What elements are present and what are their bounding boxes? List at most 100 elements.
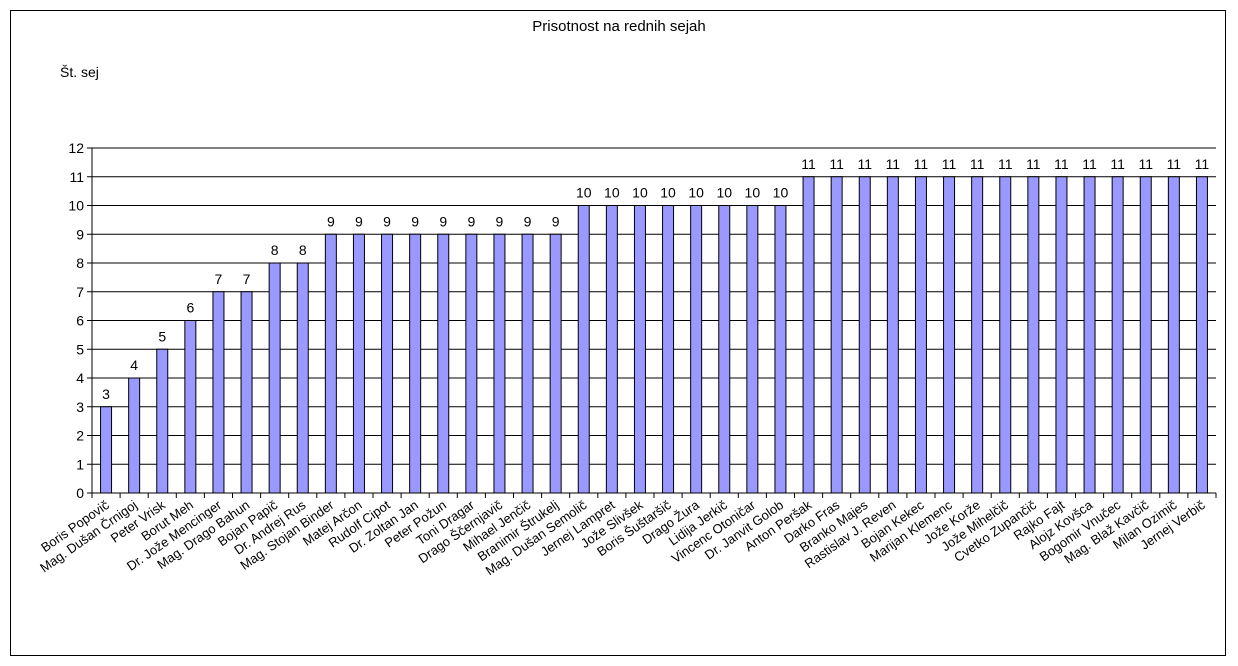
y-tick-label: 7 bbox=[76, 284, 84, 300]
bar-value-label: 9 bbox=[355, 213, 363, 229]
bar-value-label: 10 bbox=[604, 185, 620, 201]
bar-value-label: 11 bbox=[801, 156, 816, 172]
bar-value-label: 11 bbox=[1138, 156, 1153, 172]
chart-title: Prisotnost na rednih sejah bbox=[532, 18, 706, 35]
bar bbox=[1083, 176, 1096, 494]
bar bbox=[858, 176, 871, 494]
bar-value-label: 9 bbox=[524, 213, 532, 229]
bar bbox=[1167, 176, 1180, 494]
y-tick-label: 5 bbox=[76, 341, 84, 357]
bar-value-label: 11 bbox=[1195, 156, 1210, 172]
bar bbox=[662, 205, 675, 494]
bar-value-label: 11 bbox=[998, 156, 1013, 172]
gridlines bbox=[92, 147, 1216, 465]
bar bbox=[830, 176, 843, 494]
bar bbox=[549, 233, 562, 494]
y-axis-label: Št. sej bbox=[60, 64, 99, 80]
bar bbox=[971, 176, 984, 494]
bar bbox=[605, 205, 618, 494]
bar bbox=[746, 205, 759, 494]
bar-value-label: 10 bbox=[660, 185, 676, 201]
bar-value-label: 3 bbox=[102, 386, 110, 402]
y-tick-label: 9 bbox=[76, 226, 84, 242]
bar bbox=[802, 176, 815, 494]
bar bbox=[240, 291, 253, 494]
bar-value-label: 9 bbox=[411, 213, 419, 229]
bar bbox=[409, 233, 422, 494]
bar bbox=[156, 348, 169, 494]
bar-value-label: 11 bbox=[1167, 156, 1182, 172]
bar bbox=[184, 320, 197, 494]
bar-value-label: 10 bbox=[745, 185, 761, 201]
bar bbox=[268, 262, 281, 494]
bar-value-label: 7 bbox=[243, 271, 251, 287]
y-tick-label: 6 bbox=[76, 313, 84, 329]
bar-value-label: 11 bbox=[1082, 156, 1097, 172]
bar bbox=[690, 205, 703, 494]
bar-value-label: 9 bbox=[327, 213, 335, 229]
bar-value-label: 11 bbox=[1026, 156, 1041, 172]
bar-value-label: 10 bbox=[576, 185, 592, 201]
bar bbox=[633, 205, 646, 494]
y-tick-label: 12 bbox=[68, 140, 84, 156]
bar-value-label: 8 bbox=[299, 242, 307, 258]
bar-value-label: 4 bbox=[130, 357, 138, 373]
bar bbox=[914, 176, 927, 494]
bar bbox=[100, 406, 113, 494]
bar-value-label: 10 bbox=[773, 185, 789, 201]
y-tick-label: 1 bbox=[76, 456, 84, 472]
bar bbox=[324, 233, 337, 494]
y-tick-label: 4 bbox=[76, 370, 84, 386]
bar-value-label: 9 bbox=[467, 213, 475, 229]
bar bbox=[352, 233, 365, 494]
bar-value-label: 9 bbox=[496, 213, 504, 229]
bar bbox=[999, 176, 1012, 494]
bar bbox=[128, 377, 141, 494]
bar bbox=[718, 205, 731, 494]
bar bbox=[1195, 176, 1208, 494]
bar bbox=[1139, 176, 1152, 494]
y-tick-label: 2 bbox=[76, 428, 84, 444]
bar bbox=[1055, 176, 1068, 494]
bar-value-label: 9 bbox=[383, 213, 391, 229]
y-tick-label: 3 bbox=[76, 399, 84, 415]
bar bbox=[296, 262, 309, 494]
y-tick-label: 10 bbox=[68, 198, 84, 214]
bar-value-label: 6 bbox=[186, 300, 194, 316]
bar bbox=[886, 176, 899, 494]
bar-value-label: 11 bbox=[970, 156, 985, 172]
bar bbox=[943, 176, 956, 494]
y-tick-label: 8 bbox=[76, 255, 84, 271]
bar-value-label: 11 bbox=[942, 156, 957, 172]
bar-value-label: 5 bbox=[158, 328, 166, 344]
bar bbox=[493, 233, 506, 494]
y-tick-label: 0 bbox=[76, 485, 84, 501]
bar-value-label: 11 bbox=[1110, 156, 1125, 172]
bar bbox=[212, 291, 225, 494]
bar-value-label: 10 bbox=[716, 185, 732, 201]
bar-value-label: 11 bbox=[857, 156, 872, 172]
bar-value-labels: 3 4 5 6 7 7 8 8 9 9 9 9 9 9 9 9 9 10 10 10 10 10 10 10 10 11 11 11 1… bbox=[102, 156, 1209, 402]
bar bbox=[1027, 176, 1040, 494]
bar bbox=[381, 233, 394, 494]
bar-value-label: 11 bbox=[914, 156, 929, 172]
bar bbox=[521, 233, 534, 494]
bar-value-label: 9 bbox=[552, 213, 560, 229]
bar bbox=[1111, 176, 1124, 494]
bar-value-label: 8 bbox=[271, 242, 279, 258]
bar-value-label: 11 bbox=[1054, 156, 1069, 172]
bar-value-label: 10 bbox=[688, 185, 704, 201]
bar-value-label: 11 bbox=[886, 156, 901, 172]
bar-value-label: 10 bbox=[632, 185, 648, 201]
bar bbox=[577, 205, 590, 494]
bar-value-label: 9 bbox=[439, 213, 447, 229]
bar bbox=[465, 233, 478, 494]
bar bbox=[437, 233, 450, 494]
bars bbox=[100, 176, 1208, 494]
y-tick-label: 11 bbox=[69, 169, 84, 185]
bar-value-label: 11 bbox=[829, 156, 844, 172]
bar-value-label: 7 bbox=[215, 271, 223, 287]
